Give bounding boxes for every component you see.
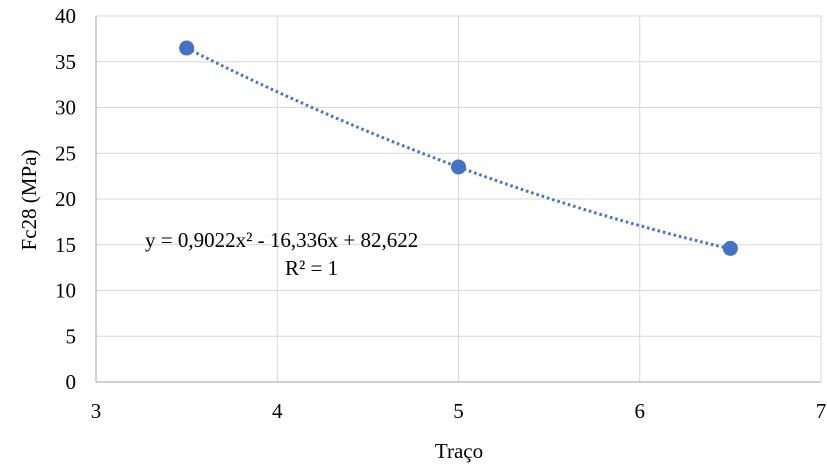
grid-lines xyxy=(96,15,822,382)
y-tick-label: 15 xyxy=(55,233,76,257)
y-tick-label: 35 xyxy=(55,50,76,74)
x-tick-label: 7 xyxy=(816,399,827,423)
y-tick-label: 20 xyxy=(55,187,76,211)
y-tick-label: 5 xyxy=(66,324,77,348)
x-tick-label: 5 xyxy=(453,399,464,423)
y-tick-label: 10 xyxy=(55,279,76,303)
trendline-equation: y = 0,9022x² - 16,336x + 82,622 xyxy=(145,228,418,252)
data-point xyxy=(179,40,195,56)
r-squared-label: R² = 1 xyxy=(285,256,338,280)
trendline xyxy=(185,46,731,251)
y-tick-label: 0 xyxy=(66,370,77,394)
y-tick-label: 25 xyxy=(55,141,76,165)
data-point xyxy=(451,159,466,175)
x-tick-label: 6 xyxy=(635,399,646,423)
y-axis-title: Fc28 (MPa) xyxy=(17,150,41,251)
y-tick-label: 30 xyxy=(55,96,76,120)
data-points xyxy=(179,40,738,256)
y-tick-label: 40 xyxy=(55,4,76,28)
x-tick-label: 4 xyxy=(272,399,283,423)
data-point xyxy=(722,240,738,256)
tick-labels: 3 4 5 6 7 0 5 10 15 20 25 30 35 40 xyxy=(55,4,826,423)
x-axis-title: Traço xyxy=(435,439,483,463)
axes xyxy=(95,16,821,383)
x-tick-label: 3 xyxy=(91,399,102,423)
